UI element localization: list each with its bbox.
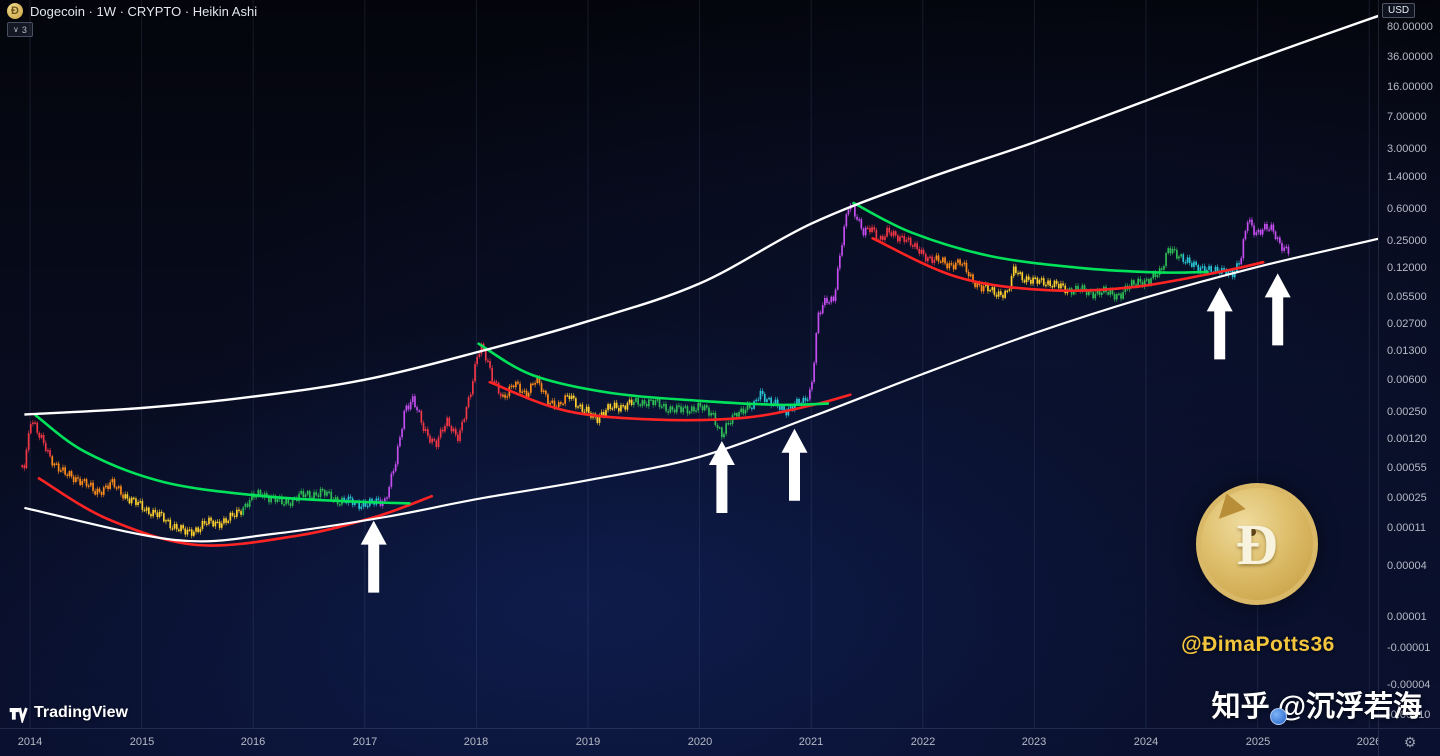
price-axis-label: 0.00600 — [1387, 374, 1427, 386]
price-axis-label: 0.25000 — [1387, 235, 1427, 247]
price-axis-label: 16.00000 — [1387, 81, 1433, 93]
breakout-arrows — [360, 273, 1291, 593]
price-axis-label: 0.01300 — [1387, 345, 1427, 357]
doge-d-letter: Đ — [1236, 511, 1278, 577]
price-axis-label: -0.00010 — [1387, 709, 1431, 721]
time-axis-label: 2024 — [1133, 736, 1159, 748]
gear-icon[interactable]: ⚙ — [1403, 735, 1417, 751]
green-resistance-arc-1 — [34, 414, 411, 505]
time-axis-label: 2022 — [910, 736, 936, 748]
price-axis-label: 0.12000 — [1387, 262, 1427, 274]
grid-lines — [29, 0, 1370, 728]
time-axis-label: 2023 — [1021, 736, 1047, 748]
red-support-arc-3 — [871, 237, 1265, 293]
up-arrow-annotation — [781, 428, 808, 501]
time-axis-label: 2016 — [240, 736, 266, 748]
price-axis-label: 7.00000 — [1387, 111, 1427, 123]
price-axis-label: -0.00004 — [1387, 679, 1431, 691]
plot-area — [21, 0, 1378, 728]
price-axis-label: 0.00055 — [1387, 462, 1427, 474]
dogecoin-watermark-logo: Đ — [1196, 483, 1318, 605]
price-axis-label: 0.00004 — [1387, 560, 1427, 572]
price-axis-label: 36.00000 — [1387, 51, 1433, 63]
zhihu-avatar-icon — [1270, 708, 1287, 725]
price-axis-label: 0.00011 — [1387, 522, 1426, 534]
dogecoin-symbol-icon: Ð — [7, 3, 23, 19]
legend-indicator-count: 3 — [21, 24, 27, 35]
tradingview-label: TradingView — [34, 704, 128, 721]
doge-eye-shape — [1248, 528, 1256, 536]
time-axis-label: 2025 — [1245, 736, 1271, 748]
time-axis-label: 2018 — [463, 736, 489, 748]
candles-series — [21, 202, 1290, 539]
upper-channel-line — [24, 14, 1378, 416]
time-axis[interactable]: 2014 2015 2016 2017 2018 2019 2020 2021 2022 2023… — [0, 728, 1378, 756]
zhihu-watermark: 知乎 @沉浮若海 — [1211, 691, 1422, 723]
up-arrow-annotation — [360, 520, 387, 593]
time-axis-label: 2026 — [1356, 736, 1378, 748]
price-axis-label: -0.00001 — [1387, 642, 1431, 654]
time-axis-label: 2014 — [17, 736, 43, 748]
time-axis-label: 2019 — [575, 736, 601, 748]
author-watermark: @ĐimaPotts36 — [1181, 633, 1335, 656]
legend-collapse-toggle[interactable]: ∨ 3 — [7, 22, 33, 37]
symbol-title: Dogecoin · 1W · CRYPTO · Heikin Ashi — [30, 3, 258, 19]
price-axis-label: 0.02700 — [1387, 318, 1427, 330]
price-axis-label: 0.00001 — [1387, 611, 1427, 623]
symbol-legend: Ð Dogecoin · 1W · CRYPTO · Heikin Ashi — [7, 3, 257, 19]
time-axis-label: 2020 — [687, 736, 713, 748]
tradingview-logo-icon — [9, 707, 28, 723]
price-axis-label: 0.60000 — [1387, 203, 1427, 215]
currency-label: USD — [1382, 3, 1416, 18]
up-arrow-annotation — [1264, 273, 1291, 346]
chevron-down-icon: ∨ — [13, 24, 19, 34]
green-resistance-arc-3 — [852, 201, 1209, 274]
price-axis-label: 80.00000 — [1387, 21, 1433, 33]
time-axis-label: 2017 — [352, 736, 378, 748]
time-axis-label: 2015 — [129, 736, 155, 748]
up-arrow-annotation — [708, 441, 735, 513]
axis-settings-corner: ⚙ — [1378, 728, 1440, 756]
lower-channel-line — [24, 237, 1378, 543]
tradingview-watermark: TradingView — [8, 703, 128, 723]
red-support-arc-1 — [37, 477, 434, 547]
up-arrow-annotation — [1206, 287, 1233, 360]
price-axis-label: 0.00250 — [1387, 406, 1427, 418]
price-axis-label: 3.00000 — [1387, 143, 1427, 155]
price-axis-label: 0.00025 — [1387, 492, 1427, 504]
price-axis-label: 1.40000 — [1387, 171, 1427, 183]
time-axis-label: 2021 — [798, 736, 824, 748]
green-resistance-arc-2 — [477, 342, 830, 407]
price-axis[interactable]: USD 80.00000 36.00000 16.00000 7.00000 3.000… — [1378, 0, 1440, 728]
price-axis-label: 0.00120 — [1387, 433, 1427, 445]
price-axis-label: 0.05500 — [1387, 291, 1427, 303]
